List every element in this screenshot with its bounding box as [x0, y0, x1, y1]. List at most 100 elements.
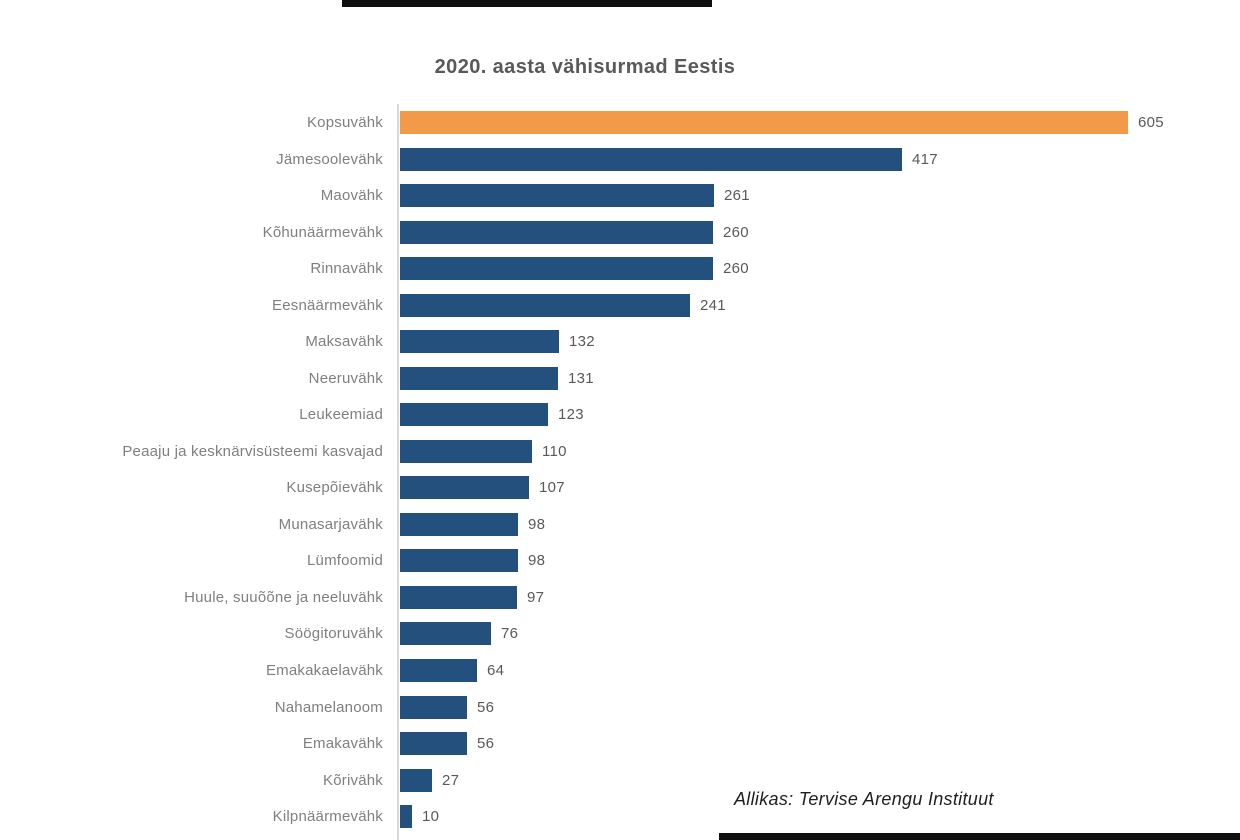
bar — [400, 403, 548, 427]
chart-row: Kopsuvähk 605 — [0, 105, 1240, 142]
bar — [400, 220, 713, 244]
chart-row: Kusepõievähk 107 — [0, 470, 1240, 507]
bar-track: 107 — [400, 470, 1240, 507]
category-label: Rinnavähk — [310, 260, 383, 278]
category-label: Maovähk — [320, 187, 383, 205]
chart-title: 2020. aasta vähisurmad Eestis — [434, 56, 736, 78]
bar — [400, 585, 517, 609]
bar — [400, 439, 532, 463]
chart-row: Maksavähk 132 — [0, 324, 1240, 361]
value-label: 605 — [1138, 114, 1164, 132]
category-label: Kusepõievähk — [286, 479, 383, 497]
cutoff-artifact-top — [342, 0, 712, 7]
bar-track: 98 — [400, 543, 1240, 580]
bar — [400, 330, 559, 354]
source-attribution: Allikas: Tervise Arengu Instituut — [734, 789, 994, 809]
bar-track: 98 — [400, 506, 1240, 543]
value-label: 76 — [501, 625, 519, 643]
bar — [400, 184, 714, 208]
value-label: 97 — [527, 588, 545, 606]
bar-track: 261 — [400, 178, 1240, 215]
bar-track: 131 — [400, 360, 1240, 397]
bar-track: 56 — [400, 725, 1240, 762]
chart-row: Kõrivähk 27 — [0, 762, 1240, 799]
value-label: 260 — [723, 260, 749, 278]
value-label: 260 — [723, 223, 749, 241]
bar — [400, 622, 491, 646]
bar-track: 56 — [400, 689, 1240, 726]
bar-track: 27 — [400, 762, 1240, 799]
value-label: 27 — [442, 771, 460, 789]
chart-row: Munasarjavähk 98 — [0, 506, 1240, 543]
category-label: Emakavähk — [302, 735, 383, 753]
bar — [400, 549, 518, 573]
chart-row: Söögitoruvähk 76 — [0, 616, 1240, 653]
chart-rows: Kopsuvähk 605 Jämesoolevähk 417 Maovähk 261 Kõ… — [0, 105, 1240, 835]
chart-row: Kilpnäärmevähk 10 — [0, 798, 1240, 835]
category-label: Maksavähk — [305, 333, 383, 351]
bar — [400, 257, 713, 281]
bar-track: 132 — [400, 324, 1240, 361]
category-label: Emakakaelavähk — [265, 661, 383, 679]
chart-row: Huule, suuõõne ja neeluvähk 97 — [0, 579, 1240, 616]
bar — [400, 732, 467, 756]
bar — [400, 695, 467, 719]
bar-track: 417 — [400, 141, 1240, 178]
bar-track: 605 — [400, 105, 1240, 142]
chart-row: Lümfoomid 98 — [0, 543, 1240, 580]
value-label: 241 — [700, 296, 726, 314]
y-axis-line — [397, 104, 399, 840]
chart-row: Nahamelanoom 56 — [0, 689, 1240, 726]
category-label: Kõrivähk — [323, 771, 383, 789]
category-label: Kõhunäärmevähk — [262, 223, 383, 241]
bar — [400, 111, 1128, 135]
value-label: 98 — [528, 515, 546, 533]
chart-row: Peaaju ja kesknärvisüsteemi kasvajad 110 — [0, 433, 1240, 470]
value-label: 261 — [724, 187, 750, 205]
value-label: 132 — [569, 333, 595, 351]
chart-row: Emakavähk 56 — [0, 725, 1240, 762]
bar — [400, 658, 477, 682]
value-label: 98 — [528, 552, 546, 570]
cutoff-artifact-bottom — [719, 833, 1240, 840]
bar — [400, 768, 432, 792]
category-label: Nahamelanoom — [274, 698, 383, 716]
chart-row: Jämesoolevähk 417 — [0, 141, 1240, 178]
category-label: Kilpnäärmevähk — [272, 808, 383, 826]
value-label: 110 — [542, 442, 567, 460]
category-label: Peaaju ja kesknärvisüsteemi kasvajad — [122, 442, 383, 460]
bar-track: 260 — [400, 251, 1240, 288]
bar-track: 76 — [400, 616, 1240, 653]
category-label: Leukeemiad — [299, 406, 383, 424]
category-label: Huule, suuõõne ja neeluvähk — [184, 588, 383, 606]
value-label: 10 — [422, 808, 440, 826]
value-label: 131 — [568, 369, 594, 387]
value-label: 56 — [477, 735, 495, 753]
category-label: Munasarjavähk — [278, 515, 383, 533]
category-label: Lümfoomid — [306, 552, 383, 570]
chart-row: Kõhunäärmevähk 260 — [0, 214, 1240, 251]
bar — [400, 366, 558, 390]
bar — [400, 512, 518, 536]
bar-chart: Kopsuvähk 605 Jämesoolevähk 417 Maovähk 261 Kõ… — [0, 104, 1240, 840]
bar-track: 64 — [400, 652, 1240, 689]
bar — [400, 805, 412, 829]
chart-row: Eesnäärmevähk 241 — [0, 287, 1240, 324]
bar-track: 241 — [400, 287, 1240, 324]
category-label: Eesnäärmevähk — [272, 296, 383, 314]
bar-track: 260 — [400, 214, 1240, 251]
bar-track: 110 — [400, 433, 1240, 470]
value-label: 417 — [912, 150, 938, 168]
category-label: Söögitoruvähk — [284, 625, 383, 643]
bar — [400, 293, 690, 317]
chart-row: Leukeemiad 123 — [0, 397, 1240, 434]
value-label: 56 — [477, 698, 495, 716]
bar — [400, 147, 902, 171]
bar-track: 97 — [400, 579, 1240, 616]
category-label: Neeruvähk — [308, 369, 383, 387]
chart-row: Emakakaelavähk 64 — [0, 652, 1240, 689]
value-label: 107 — [539, 479, 565, 497]
category-label: Jämesoolevähk — [276, 150, 383, 168]
category-label: Kopsuvähk — [306, 114, 383, 132]
